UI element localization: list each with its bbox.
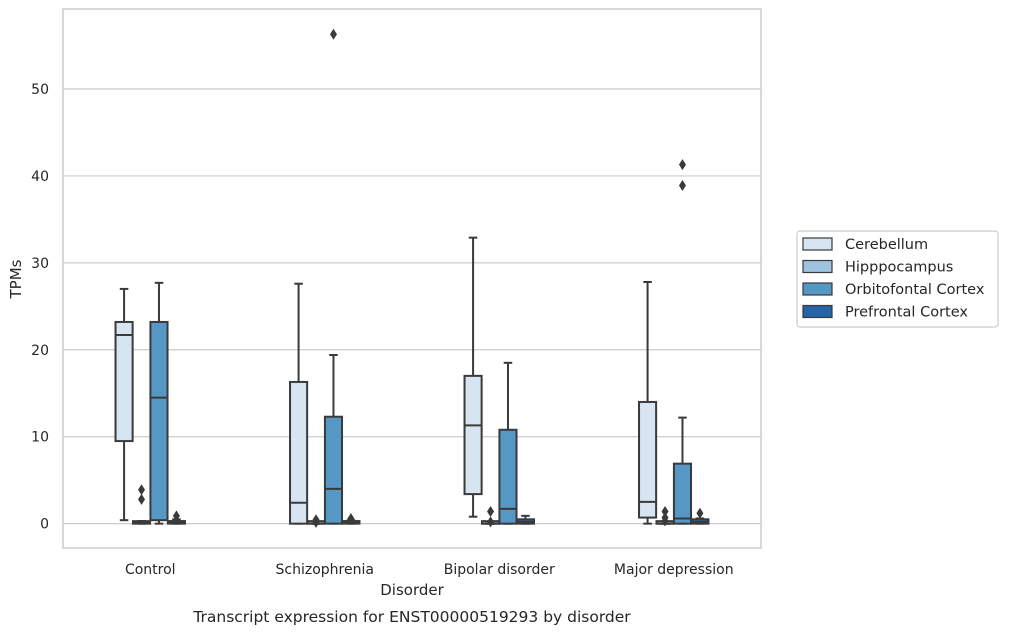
outlier-point: [312, 514, 320, 526]
x-tick-label: Schizophrenia: [276, 562, 374, 578]
outlier-point: [172, 510, 180, 522]
legend-entry: Hipppocampus: [845, 260, 953, 276]
box-1-2: [323, 28, 344, 525]
x-tick-label: Bipolar disorder: [444, 562, 555, 578]
box-0-3: [166, 510, 186, 525]
legend: Cerebellum Hipppocampus Orbitofontal Corte…: [796, 230, 999, 328]
outlier-point: [678, 159, 686, 171]
plot-frame: [62, 8, 762, 549]
outlier-point: [329, 28, 337, 40]
box-3-0: [638, 280, 658, 525]
box-body: [638, 400, 658, 519]
x-tick-label: Major depression: [614, 562, 734, 578]
box-2-3: [515, 514, 535, 525]
box-body: [149, 320, 169, 522]
outlier-point: [661, 505, 669, 517]
box-2-1: [480, 505, 501, 528]
outlier-point: [696, 507, 704, 519]
box-0-2: [149, 281, 169, 525]
outlier-point: [138, 493, 146, 505]
outlier-point: [138, 484, 146, 496]
y-tick-label: 30: [31, 256, 49, 272]
legend-swatch: [802, 304, 833, 319]
box-body: [114, 320, 134, 443]
outlier-point: [347, 512, 355, 524]
box-0-0: [114, 287, 134, 522]
legend-frame: [796, 230, 999, 328]
box-3-3: [690, 507, 710, 525]
y-tick-label: 20: [31, 343, 49, 359]
y-tick-label: 50: [31, 82, 49, 98]
legend-entry: Orbitofontal Cortex: [845, 282, 985, 298]
chart-caption: Transcript expression for ENST0000051929…: [192, 608, 631, 626]
boxes: [114, 28, 710, 528]
box-body: [672, 462, 693, 525]
y-tick-label: 0: [40, 517, 49, 533]
legend-swatch: [802, 237, 833, 251]
legend-swatch: [802, 282, 833, 296]
box-body: [289, 380, 309, 525]
y-tick-label: 40: [31, 169, 49, 185]
legend-entry: Prefrontal Cortex: [845, 305, 968, 321]
box-1-1: [306, 514, 326, 528]
box-body: [323, 415, 344, 525]
box-0-1: [131, 484, 152, 525]
box-body: [498, 428, 518, 525]
box-3-1: [655, 505, 675, 527]
outlier-point: [678, 179, 686, 191]
outlier-point: [487, 516, 495, 528]
box-2-0: [463, 236, 483, 518]
y-axis-label: TPMs: [7, 259, 25, 299]
legend-swatch: [802, 259, 833, 274]
box-3-2: [672, 159, 693, 525]
box-1-3: [341, 512, 361, 525]
outlier-point: [487, 505, 495, 517]
box-1-0: [289, 282, 309, 525]
box-2-2: [498, 361, 518, 525]
legend-entry: Cerebellum: [845, 237, 928, 253]
axes: 0 10 20 30 40 50 Control Schizophrenia Bipolar d…: [31, 8, 762, 578]
x-tick-label: Control: [125, 562, 176, 578]
outlier-point: [661, 512, 669, 524]
x-axis-label: Disorder: [380, 581, 444, 599]
y-tick-label: 10: [31, 430, 49, 446]
box-body: [463, 374, 483, 496]
